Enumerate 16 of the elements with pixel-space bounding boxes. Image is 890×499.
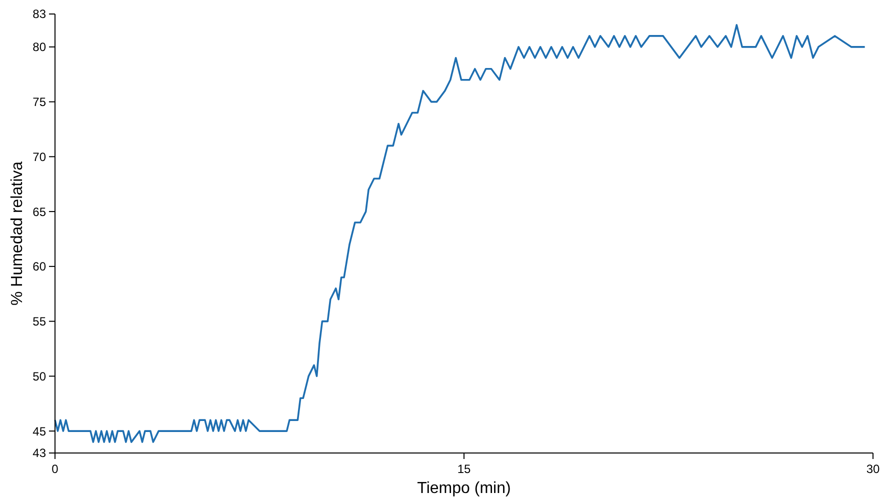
y-tick-label: 60 xyxy=(32,260,46,274)
x-axis-title: Tiempo (min) xyxy=(417,480,511,497)
y-tick-label: 50 xyxy=(32,369,46,384)
x-tick-label: 0 xyxy=(52,462,59,476)
y-tick-label: 65 xyxy=(32,204,46,219)
y-tick-label: 80 xyxy=(32,40,46,54)
y-tick-label: 70 xyxy=(32,150,46,164)
y-tick-label: 55 xyxy=(32,314,46,328)
x-tick-label: 15 xyxy=(457,462,471,476)
x-tick-label: 30 xyxy=(866,462,880,476)
y-tick-label: 45 xyxy=(32,424,46,438)
y-tick-label: 83 xyxy=(32,7,46,22)
y-tick-label: 43 xyxy=(32,446,46,460)
line-series xyxy=(54,24,866,443)
y-axis-title: % Humedad relativa xyxy=(9,161,26,306)
y-tick-label: 75 xyxy=(32,95,46,109)
